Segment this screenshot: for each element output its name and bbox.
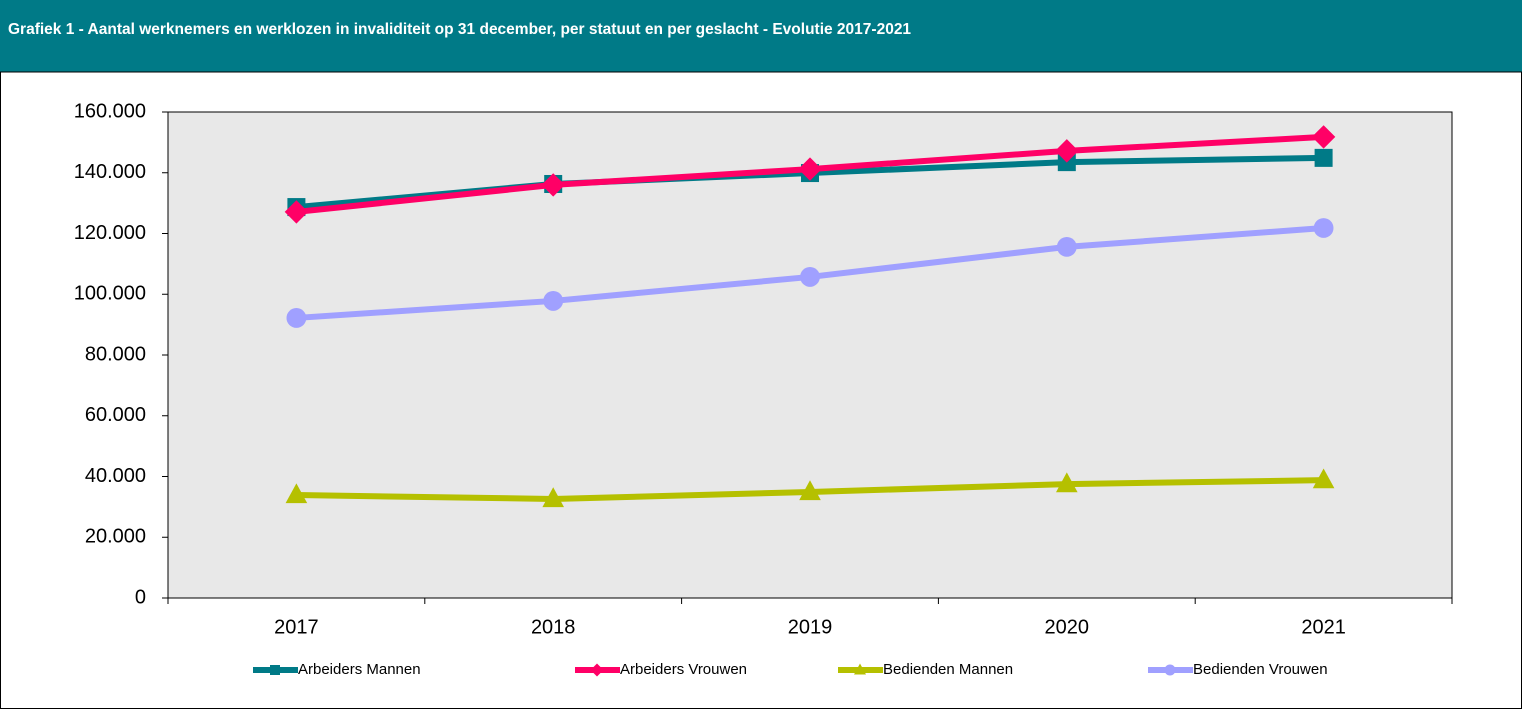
- marker: [590, 663, 604, 677]
- legend-label: Arbeiders Vrouwen: [620, 661, 747, 678]
- marker: [1055, 139, 1079, 163]
- x-tick-label: 2018: [531, 616, 576, 638]
- marker: [854, 663, 866, 675]
- x-tick-label: 2021: [1301, 616, 1346, 638]
- x-tick-label: 2019: [788, 616, 833, 638]
- marker: [286, 308, 307, 328]
- y-tick-label: 140.000: [74, 161, 146, 183]
- y-tick-label: 100.000: [74, 283, 146, 305]
- y-tick-label: 80.000: [85, 343, 146, 365]
- marker: [1164, 664, 1176, 676]
- marker: [285, 483, 308, 504]
- marker: [1311, 125, 1336, 149]
- y-tick-label: 160.000: [74, 100, 146, 122]
- marker: [1056, 236, 1077, 257]
- y-tick-label: 0: [135, 586, 146, 608]
- marker: [798, 157, 822, 181]
- y-tick-label: 60.000: [85, 404, 146, 426]
- legend-label: Bedienden Vrouwen: [1193, 661, 1328, 678]
- marker: [284, 200, 309, 224]
- y-tick-label: 40.000: [85, 465, 146, 487]
- chart-title: Grafiek 1 - Aantal werknemers en werkloz…: [8, 21, 911, 38]
- legend-label: Arbeiders Mannen: [298, 661, 421, 678]
- y-tick-label: 120.000: [74, 222, 146, 244]
- x-tick-label: 2020: [1045, 616, 1090, 638]
- marker: [1312, 468, 1335, 489]
- marker: [1314, 148, 1333, 167]
- marker: [270, 665, 280, 675]
- plot-area: [167, 111, 1453, 599]
- marker: [799, 480, 821, 501]
- marker: [800, 267, 820, 287]
- marker: [1056, 472, 1078, 493]
- marker: [542, 487, 564, 508]
- legend-label: Bedienden Mannen: [883, 661, 1013, 678]
- marker: [1313, 218, 1334, 238]
- marker: [543, 291, 564, 311]
- x-tick-label: 2017: [274, 616, 319, 638]
- y-tick-label: 20.000: [85, 526, 146, 548]
- marker: [541, 173, 565, 197]
- header-bar: [0, 0, 1522, 72]
